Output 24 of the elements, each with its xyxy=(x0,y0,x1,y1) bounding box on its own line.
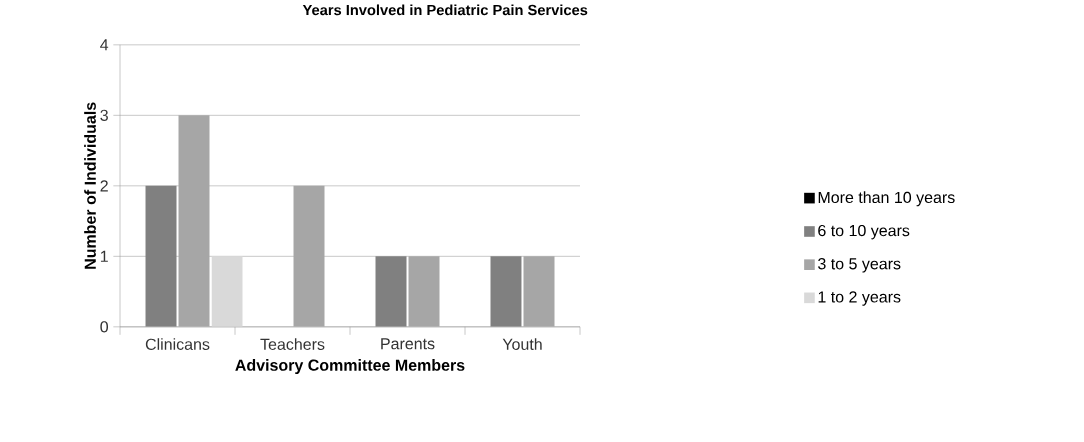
bar xyxy=(145,185,177,327)
y-tick-label: 3 xyxy=(100,109,108,122)
chart-title: Years Involved in Pediatric Pain Services xyxy=(302,4,588,16)
x-tick-label: Parents xyxy=(381,338,435,350)
bar xyxy=(375,256,407,327)
x-tick-label: Youth xyxy=(502,338,542,351)
bar xyxy=(178,115,210,327)
y-axis-title: Number of Individuals xyxy=(84,102,96,269)
x-tick-label: Teachers xyxy=(260,338,325,351)
y-tick-label: 2 xyxy=(100,180,108,192)
bar xyxy=(211,256,243,327)
bar xyxy=(293,185,325,327)
legend-label: More than 10 years xyxy=(818,191,955,207)
legend-label: 1 to 2 years xyxy=(818,291,901,306)
bar xyxy=(523,256,555,327)
x-axis-title: Advisory Committee Members xyxy=(235,359,465,375)
legend-label: 3 to 5 years xyxy=(818,258,901,273)
y-tick-label: 4 xyxy=(100,39,109,51)
legend-label: 6 to 10 years xyxy=(818,225,910,240)
bar xyxy=(408,256,440,327)
y-tick-label: 1 xyxy=(100,250,108,262)
bar xyxy=(490,256,522,327)
y-tick-label: 0 xyxy=(100,321,109,333)
x-tick-label: Clinicans xyxy=(145,338,210,351)
